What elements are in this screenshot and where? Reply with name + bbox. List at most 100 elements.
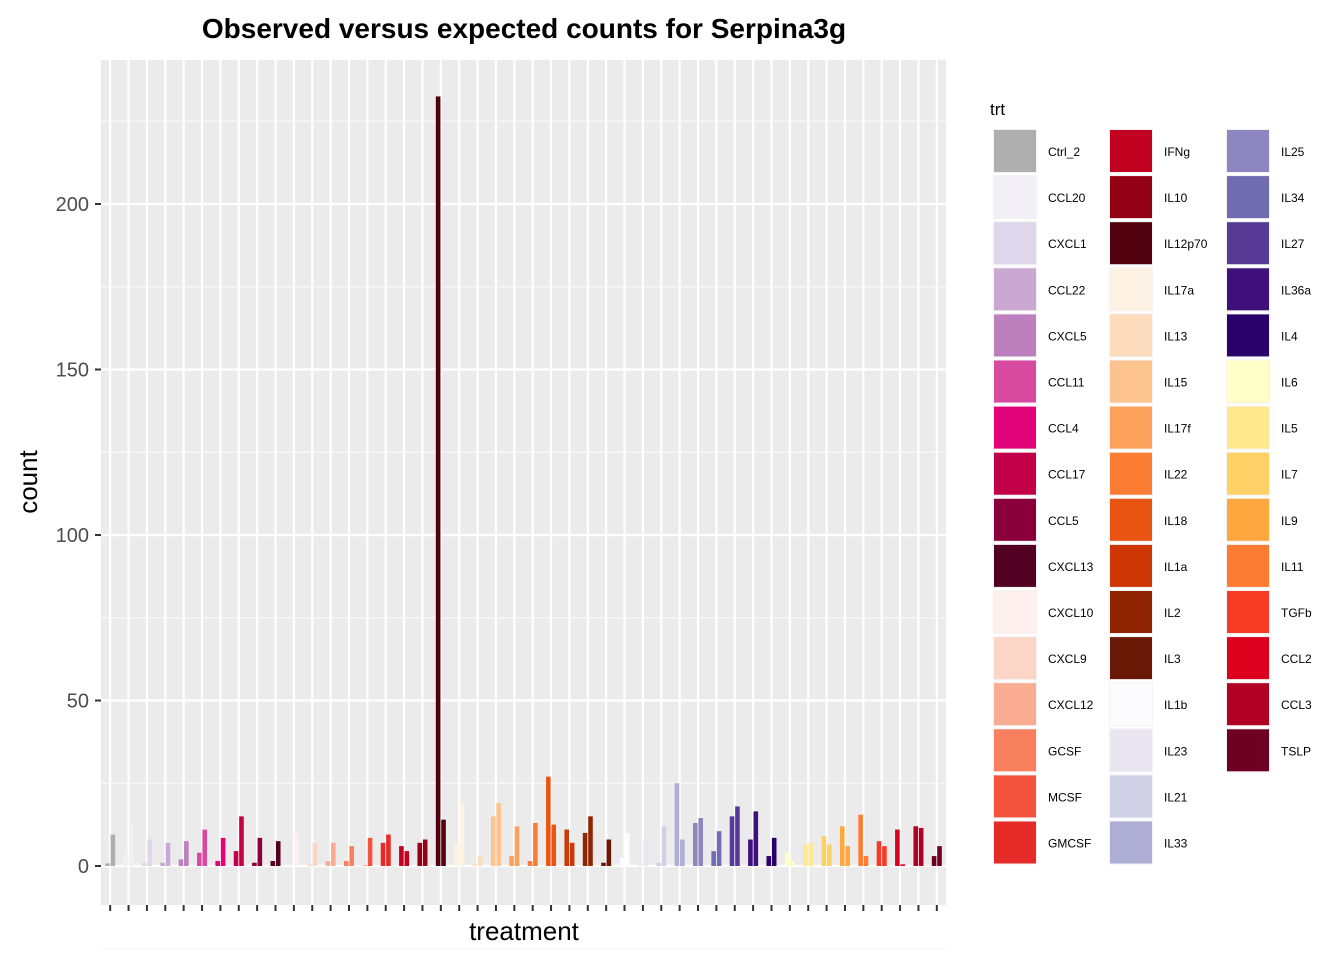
legend-label: IL18 [1164, 514, 1188, 528]
legend-swatch-CCL2 [1227, 637, 1269, 680]
bar-IL1a-expected [569, 842, 575, 866]
legend-label: CXCL13 [1048, 560, 1094, 574]
legend-swatch-IL2 [1110, 591, 1152, 633]
bar-IL9-expected [845, 846, 850, 866]
legend-label: IL9 [1281, 514, 1298, 528]
bar-CCL2-observed [895, 829, 900, 866]
legend-swatch-IL12p70 [1110, 222, 1152, 265]
legend-label: IL2 [1164, 606, 1181, 620]
legend-swatch-CXCL9 [994, 637, 1036, 680]
legend-swatch-CXCL5 [994, 314, 1036, 357]
bar-IL6-observed [784, 852, 790, 866]
legend-swatch-IL23 [1110, 729, 1152, 772]
legend-label: IL1b [1164, 698, 1188, 712]
legend-label: IL3 [1164, 652, 1181, 666]
legend: trt Ctrl_2 CCL20 CXCL1 CCL22 CXCL5 CCL11 CCL4 C… [990, 100, 1312, 865]
legend-swatch-IL22 [1110, 452, 1152, 495]
bar-CXCL12-observed [325, 861, 331, 866]
bar-IL3-observed [601, 862, 606, 866]
bar-GCSF-observed [343, 861, 349, 866]
legend-label: IL13 [1164, 329, 1188, 343]
legend-label: GCSF [1048, 744, 1081, 758]
bar-CXCL9-observed [307, 864, 312, 866]
legend-swatch-GMCSF [994, 821, 1036, 864]
legend-swatch-IL33 [1110, 821, 1152, 864]
bar-IL23-expected [643, 839, 648, 866]
bar-IL10-observed [417, 842, 423, 866]
legend-label: IFNg [1164, 145, 1190, 159]
bar-CXCL12-expected [331, 842, 336, 866]
bar-IL7-observed [821, 836, 827, 866]
legend-label: IL36a [1281, 283, 1311, 297]
legend-swatch-IL3 [1110, 637, 1152, 680]
bar-CXCL10-observed [288, 865, 294, 866]
legend-swatch-CCL5 [994, 498, 1036, 541]
bar-CCL2-expected [900, 864, 906, 866]
legend-label: IL34 [1281, 191, 1305, 205]
legend-swatch-IL1a [1110, 544, 1152, 587]
bar-CXCL1-expected [147, 839, 152, 866]
legend-swatch-CXCL13 [994, 544, 1036, 587]
legend-swatch-IFNg [1110, 130, 1152, 172]
bar-CCL5-observed [252, 862, 257, 866]
legend-label: IL33 [1164, 837, 1188, 851]
y-tick-label: 200 [56, 194, 89, 216]
bar-IL13-observed [472, 864, 478, 866]
bar-IL18-expected [551, 824, 557, 866]
bar-CCL4-expected [220, 837, 226, 866]
bar-IL13-expected [477, 856, 483, 866]
bar-IL10-expected [422, 839, 428, 866]
bar-IL23-observed [637, 864, 643, 866]
legend-swatch-IL17f [1110, 406, 1152, 449]
bar-TSLP-expected [937, 846, 942, 866]
legend-swatch-IL25 [1227, 130, 1269, 172]
legend-swatch-IL11 [1227, 544, 1269, 587]
legend-swatch-IL9 [1227, 498, 1269, 541]
bar-IL5-expected [808, 842, 814, 866]
bar-CCL11-expected [202, 829, 208, 866]
bar-CXCL5-observed [178, 859, 184, 866]
legend-label: CCL11 [1048, 376, 1085, 390]
legend-swatch-Ctrl_2 [994, 130, 1036, 172]
legend-label: IL4 [1281, 329, 1298, 343]
bar-Ctrl_2-observed [105, 863, 110, 866]
bar-CCL3-observed [913, 826, 919, 866]
legend-swatch-CCL4 [994, 406, 1036, 449]
bar-IL1b-expected [624, 832, 630, 866]
legend-swatch-CCL11 [994, 360, 1036, 403]
bar-MCSF-expected [367, 837, 373, 866]
bar-CCL22-observed [160, 862, 165, 866]
bar-IL7-expected [826, 844, 832, 866]
bar-IL11-expected [863, 856, 869, 866]
legend-label: IL17a [1164, 283, 1194, 297]
legend-swatch-CXCL12 [994, 683, 1036, 726]
bar-IL27-observed [729, 816, 735, 866]
bar-IL4-expected [771, 837, 777, 866]
bar-IL15-expected [496, 803, 501, 866]
bar-CCL20-expected [128, 824, 134, 866]
legend-label: IL15 [1164, 376, 1188, 390]
legend-label: MCSF [1048, 790, 1082, 804]
bar-IL36a-observed [748, 839, 753, 866]
legend-swatch-IL1b [1110, 683, 1152, 726]
legend-swatch-IL21 [1110, 775, 1152, 818]
y-tick-label: 150 [56, 360, 89, 382]
legend-label: IL22 [1164, 468, 1188, 482]
legend-swatch-CCL17 [994, 452, 1036, 495]
legend-swatch-IL13 [1110, 314, 1152, 357]
bar-IL36a-expected [753, 811, 759, 866]
bar-CCL3-expected [918, 827, 924, 866]
legend-title: trt [990, 100, 1005, 119]
legend-label: CCL5 [1048, 514, 1079, 528]
legend-label: IL27 [1281, 237, 1305, 251]
bar-IL17f-expected [514, 826, 520, 866]
bar-CCL11-observed [197, 852, 202, 866]
bar-IL12p70-expected [441, 819, 446, 866]
legend-swatch-IL4 [1227, 314, 1269, 357]
bar-CCL17-expected [239, 816, 244, 866]
legend-label: IL11 [1281, 560, 1304, 574]
x-axis-title: treatment [469, 916, 580, 946]
bar-CXCL5-expected [184, 841, 189, 866]
legend-label: CXCL1 [1048, 237, 1087, 251]
